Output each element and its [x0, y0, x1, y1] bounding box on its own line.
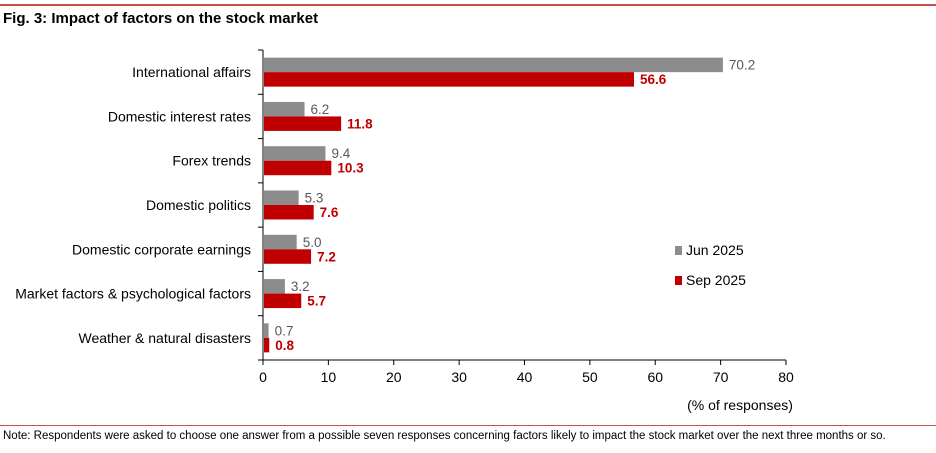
category-label: Market factors & psychological factors: [15, 286, 251, 302]
data-label-jun-2025: 5.0: [303, 235, 322, 250]
data-label-jun-2025: 0.7: [275, 323, 294, 338]
bar-jun-2025: [264, 279, 285, 294]
legend-label: Sep 2025: [686, 272, 746, 288]
bar-jun-2025: [264, 323, 269, 338]
category-label: Domestic interest rates: [108, 108, 251, 124]
top-rule: [0, 4, 936, 6]
data-label-sep-2025: 10.3: [337, 161, 364, 176]
legend-label: Jun 2025: [686, 242, 744, 258]
x-tick-label: 80: [778, 369, 794, 385]
bar-jun-2025: [264, 57, 723, 73]
legend-swatch: [675, 246, 682, 255]
x-tick-label: 30: [451, 369, 467, 385]
bar-jun-2025: [264, 101, 305, 117]
bar-sep-2025: [264, 293, 302, 309]
category-label: Domestic corporate earnings: [72, 241, 251, 257]
data-label-sep-2025: 56.6: [640, 72, 667, 87]
data-label-jun-2025: 9.4: [331, 146, 350, 161]
figure-note: Note: Respondents were asked to choose o…: [3, 430, 886, 442]
data-label-jun-2025: 5.3: [305, 191, 324, 206]
data-label-sep-2025: 11.8: [347, 116, 373, 131]
bar-chart: 0 10 20 30 40 50 60 70 80 (% of responses) Interna…: [15, 49, 794, 413]
bar-sep-2025: [264, 205, 314, 220]
data-label-sep-2025: 5.7: [307, 294, 326, 309]
data-label-jun-2025: 6.2: [311, 102, 330, 117]
data-label-sep-2025: 0.8: [275, 338, 294, 353]
bar-sep-2025: [264, 249, 312, 264]
bar-sep-2025: [264, 160, 332, 176]
data-label-jun-2025: 70.2: [729, 58, 755, 73]
x-tick-label: 10: [321, 369, 337, 385]
x-tick-label: 20: [386, 369, 402, 385]
data-label-sep-2025: 7.2: [317, 249, 336, 264]
category-label: Forex trends: [172, 153, 251, 169]
bar-jun-2025: [264, 146, 326, 161]
category-label: Domestic politics: [146, 197, 251, 213]
x-tick-label: 0: [259, 369, 267, 385]
x-tick-label: 60: [647, 369, 663, 385]
data-label-sep-2025: 7.6: [320, 205, 339, 220]
x-tick-label: 40: [517, 369, 533, 385]
data-label-jun-2025: 3.2: [291, 279, 310, 294]
note-rule: [0, 425, 936, 426]
bar-jun-2025: [264, 234, 297, 250]
category-label: Weather & natural disasters: [79, 330, 252, 346]
category-label: International affairs: [132, 64, 251, 80]
x-axis-title: (% of responses): [687, 397, 793, 413]
bar-sep-2025: [264, 116, 342, 131]
bar-sep-2025: [264, 72, 635, 87]
x-tick-label: 70: [713, 369, 729, 385]
figure-title: Fig. 3: Impact of factors on the stock m…: [3, 10, 319, 27]
legend-swatch: [675, 276, 682, 285]
bar-jun-2025: [264, 190, 299, 205]
bar-sep-2025: [264, 337, 270, 353]
x-tick-label: 50: [582, 369, 598, 385]
